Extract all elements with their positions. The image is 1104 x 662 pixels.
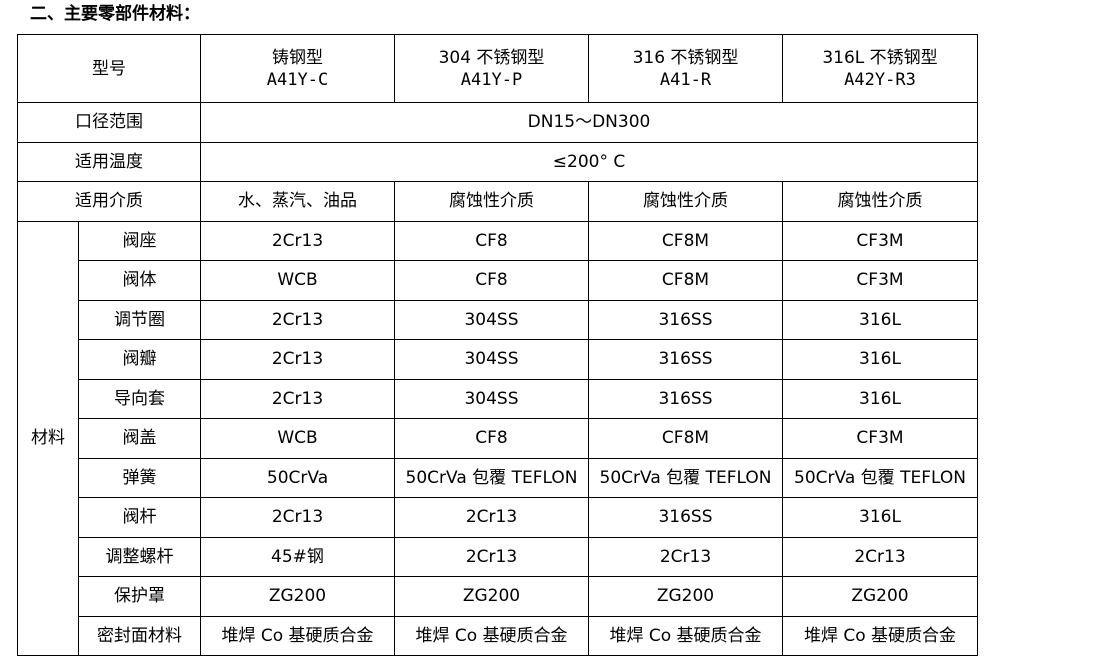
material-cell: 堆焊 Co 基硬质合金 (782, 615, 978, 656)
material-cell: 50CrVa 包覆 TEFLON (782, 457, 978, 498)
model-type-name: 316L 不锈钢型 (822, 47, 938, 68)
material-cell: 2Cr13 (200, 299, 395, 340)
model-type-name: 316 不锈钢型 (632, 47, 739, 68)
size-range-row: 口径范围 DN15～DN300 (17, 102, 978, 143)
material-row: 阀杆 2Cr13 2Cr13 316SS 316L (18, 497, 978, 538)
material-cell: 304SS (394, 299, 589, 340)
media-value: 腐蚀性介质 (782, 181, 978, 222)
material-cell: 2Cr13 (200, 339, 395, 380)
material-cell: 316L (782, 497, 978, 538)
material-cell: CF3M (782, 260, 978, 301)
material-cell: 316SS (588, 339, 783, 380)
model-code: A41Y-C (266, 69, 329, 90)
material-row: 保护罩 ZG200 ZG200 ZG200 ZG200 (18, 576, 978, 617)
material-cell: WCB (200, 260, 395, 301)
material-row: 导向套 2Cr13 304SS 316SS 316L (18, 378, 978, 419)
material-cell: 2Cr13 (394, 497, 589, 538)
material-cell: CF8M (588, 260, 783, 301)
media-value: 腐蚀性介质 (588, 181, 783, 222)
model-type-name: 铸钢型 (272, 47, 323, 68)
material-cell: ZG200 (200, 576, 395, 617)
size-range-label: 口径范围 (17, 102, 201, 143)
material-cell: 2Cr13 (394, 536, 589, 577)
material-row: 阀体 WCB CF8 CF8M CF3M (18, 260, 978, 301)
material-row: 弹簧 50CrVa 50CrVa 包覆 TEFLON 50CrVa 包覆 TEF… (18, 457, 978, 498)
part-name: 导向套 (78, 378, 201, 419)
part-name: 阀座 (78, 220, 201, 261)
material-cell: CF8 (394, 220, 589, 261)
materials-spec-table: 型号 铸钢型 A41Y-C 304 不锈钢型 A41Y-P 316 不锈钢型 A… (17, 34, 978, 656)
part-name: 调整螺杆 (78, 536, 201, 577)
temperature-label: 适用温度 (17, 141, 201, 182)
material-cell: 304SS (394, 378, 589, 419)
model-code: A41-R (659, 69, 712, 90)
part-name: 密封面材料 (78, 615, 201, 656)
media-label: 适用介质 (17, 181, 201, 222)
part-name: 阀盖 (78, 418, 201, 459)
temperature-value: ≤200° C (200, 141, 978, 182)
part-name: 弹簧 (78, 457, 201, 498)
material-cell: CF8 (394, 260, 589, 301)
material-cell: 316L (782, 299, 978, 340)
material-cell: 304SS (394, 339, 589, 380)
material-row: 调整螺杆 45#钢 2Cr13 2Cr13 2Cr13 (18, 536, 978, 577)
material-cell: 316L (782, 339, 978, 380)
media-value: 水、蒸汽、油品 (200, 181, 395, 222)
model-type-name: 304 不锈钢型 (438, 47, 545, 68)
part-name: 保护罩 (78, 576, 201, 617)
material-cell: 45#钢 (200, 536, 395, 577)
material-cell: 50CrVa 包覆 TEFLON (394, 457, 589, 498)
material-cell: 50CrVa (200, 457, 395, 498)
media-row: 适用介质 水、蒸汽、油品 腐蚀性介质 腐蚀性介质 腐蚀性介质 (17, 181, 978, 222)
model-label: 型号 (17, 34, 201, 103)
materials-group-label: 材料 (17, 220, 79, 656)
material-cell: 316SS (588, 378, 783, 419)
material-cell: 316SS (588, 299, 783, 340)
material-row: 密封面材料 堆焊 Co 基硬质合金 堆焊 Co 基硬质合金 堆焊 Co 基硬质合… (18, 615, 978, 656)
part-name: 阀杆 (78, 497, 201, 538)
temperature-row: 适用温度 ≤200° C (17, 141, 978, 182)
model-header-row: 型号 铸钢型 A41Y-C 304 不锈钢型 A41Y-P 316 不锈钢型 A… (17, 34, 978, 103)
media-value: 腐蚀性介质 (394, 181, 589, 222)
material-cell: 2Cr13 (200, 378, 395, 419)
material-cell: CF8M (588, 418, 783, 459)
material-cell: ZG200 (782, 576, 978, 617)
material-cell: CF8 (394, 418, 589, 459)
material-cell: CF8M (588, 220, 783, 261)
model-column-304: 304 不锈钢型 A41Y-P (394, 34, 589, 103)
material-row: 阀瓣 2Cr13 304SS 316SS 316L (18, 339, 978, 380)
material-cell: WCB (200, 418, 395, 459)
model-column-316: 316 不锈钢型 A41-R (588, 34, 783, 103)
material-cell: 316SS (588, 497, 783, 538)
material-cell: 堆焊 Co 基硬质合金 (394, 615, 589, 656)
material-cell: 2Cr13 (782, 536, 978, 577)
material-cell: 2Cr13 (200, 497, 395, 538)
material-cell: ZG200 (394, 576, 589, 617)
part-name: 阀体 (78, 260, 201, 301)
material-cell: 2Cr13 (200, 220, 395, 261)
material-cell: 50CrVa 包覆 TEFLON (588, 457, 783, 498)
model-code: A41Y-P (460, 69, 523, 90)
material-cell: CF3M (782, 418, 978, 459)
material-cell: 堆焊 Co 基硬质合金 (588, 615, 783, 656)
part-name: 调节圈 (78, 299, 201, 340)
material-cell: 316L (782, 378, 978, 419)
material-cell: 堆焊 Co 基硬质合金 (200, 615, 395, 656)
model-column-316l: 316L 不锈钢型 A42Y-R3 (782, 34, 978, 103)
material-row: 材料 阀座 2Cr13 CF8 CF8M CF3M (17, 220, 978, 656)
material-cell: CF3M (782, 220, 978, 261)
section-heading: 二、主要零部件材料： (30, 4, 200, 24)
part-name: 阀瓣 (78, 339, 201, 380)
model-column-cast-steel: 铸钢型 A41Y-C (200, 34, 395, 103)
size-range-value: DN15～DN300 (200, 102, 978, 143)
material-cell: 2Cr13 (588, 536, 783, 577)
model-code: A42Y-R3 (844, 69, 916, 90)
material-row: 阀盖 WCB CF8 CF8M CF3M (18, 418, 978, 459)
material-cell: ZG200 (588, 576, 783, 617)
material-row: 调节圈 2Cr13 304SS 316SS 316L (18, 299, 978, 340)
